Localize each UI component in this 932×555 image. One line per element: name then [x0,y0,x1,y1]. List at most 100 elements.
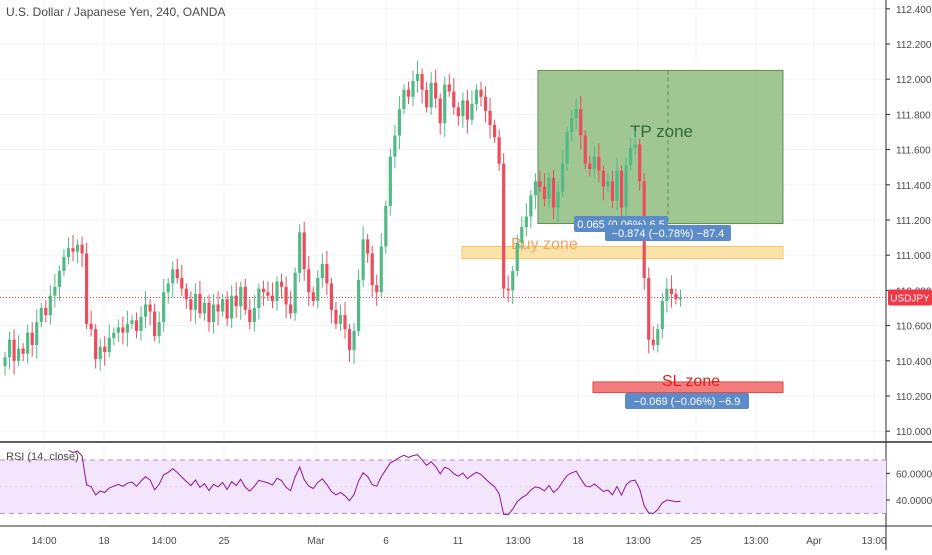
candle [184,288,188,300]
candle [461,100,465,117]
candle [420,73,424,90]
time-tick-label: 13:00 [861,536,886,547]
candle [370,253,374,286]
candle [275,281,279,301]
candle [597,156,601,171]
rsi-tick-label: 40.0000 [896,496,932,507]
candle [148,304,152,312]
candle [103,346,107,352]
candle [570,117,574,132]
candle [162,292,166,323]
candle [134,320,139,331]
candle [139,316,143,331]
price-tick-label: 111.000 [896,251,931,262]
candle [556,191,560,208]
candle [347,329,352,351]
price-tick-label: 112.400 [896,5,932,16]
candle [425,89,429,108]
tp-zone [537,69,784,225]
candle [647,278,651,340]
price-tick-label: 111.800 [896,110,931,121]
time-tick-label: 11 [453,536,464,547]
candle [465,100,469,120]
candle [53,286,57,296]
candle [180,278,184,289]
candle [619,170,624,208]
candle [320,264,324,279]
candle [615,170,619,201]
candle [434,82,438,99]
tp-measure-2: −0.874 (−0.78%) −87.4 [612,228,725,240]
candle [656,329,660,345]
time-tick-label: Apr [806,536,822,547]
price-tick-label: 111.400 [896,181,931,192]
candle [660,300,664,330]
candle [497,137,501,164]
candle [443,84,447,124]
candle [121,327,125,333]
candle [447,84,451,92]
candle [561,163,565,192]
candle [243,286,247,310]
tp-measure-2-bg [605,225,731,241]
time-tick-label: 14:00 [31,536,56,547]
candle [669,288,673,294]
candle [375,285,379,293]
candle [239,286,243,307]
candle [266,292,270,296]
candle [85,253,89,324]
candle [506,288,510,291]
price-tick-label: 112.200 [896,40,932,51]
candle [257,288,261,308]
candle [538,181,542,187]
candle [438,98,442,124]
candle [44,308,48,316]
candle [80,244,84,254]
sl-zone [592,381,784,393]
time-tick-label: 13:00 [625,536,650,547]
candle [261,288,265,293]
time-tick-label: Mar [307,536,325,547]
rsi-tick-label: 60.0000 [896,469,932,480]
candle [583,135,587,164]
candle [48,295,52,316]
candle [153,311,157,337]
candle [193,293,197,310]
candle [388,156,392,206]
candle [502,163,506,289]
candle [361,239,365,280]
sl-measure: −0.069 (−0.06%) −6.9 [634,396,741,408]
candle [89,323,93,330]
candle [234,295,238,307]
current-price-label: USDJPY [890,293,930,304]
price-tick-label: 111.600 [896,146,931,157]
candle [130,320,134,324]
candle [338,315,343,324]
candle [384,205,388,247]
buy-zone-label: Buy zone [511,236,578,253]
candle [171,269,175,284]
sl-measure-bg [625,393,749,409]
candle [270,295,275,301]
candle [357,279,361,331]
candle [12,339,16,361]
candle [316,278,320,301]
time-tick-label: 13:00 [505,536,530,547]
time-tick-label: 13:00 [743,536,768,547]
candle [143,304,148,317]
candle [606,181,610,187]
candle [325,264,329,284]
candle [520,227,524,243]
price-tick-label: 110.000 [896,427,932,438]
candle [629,147,633,166]
candle [311,292,315,301]
candle [588,163,592,169]
buy-zone [461,245,784,260]
candle [94,329,98,360]
candle [406,89,411,97]
candle [651,339,655,345]
candle [298,232,302,273]
candle [35,322,39,345]
candle [624,165,628,208]
